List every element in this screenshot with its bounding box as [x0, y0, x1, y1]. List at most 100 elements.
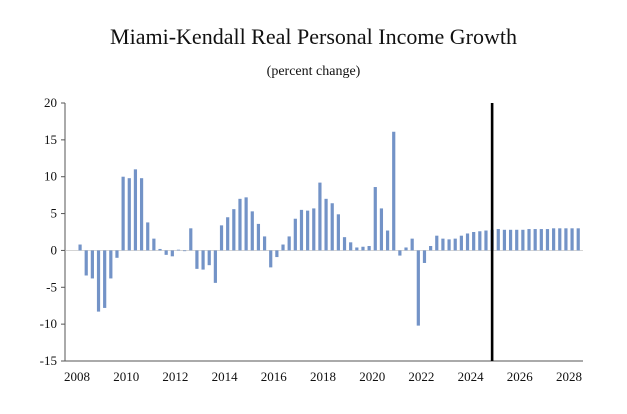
bar — [539, 229, 543, 251]
bar — [570, 228, 574, 251]
bar — [299, 209, 304, 251]
x-tick-label: 2012 — [162, 369, 188, 384]
bar — [146, 222, 150, 251]
bar — [139, 178, 144, 251]
y-tick-label: -5 — [46, 279, 57, 294]
bar — [342, 237, 347, 251]
x-tick-label: 2014 — [212, 369, 239, 384]
bar — [312, 208, 316, 251]
bar — [256, 223, 261, 251]
bar — [90, 250, 94, 279]
y-tick-label: 5 — [51, 206, 58, 221]
bar — [552, 228, 556, 251]
bar — [78, 244, 82, 251]
bar — [318, 182, 322, 251]
bar — [373, 187, 377, 251]
bar — [84, 250, 88, 276]
bar — [441, 238, 445, 251]
x-tick-label: 2008 — [64, 369, 90, 384]
bar — [306, 210, 310, 251]
chart-subtitle: (percent change) — [266, 64, 361, 79]
bar — [533, 229, 537, 251]
bar — [429, 246, 433, 251]
bar — [201, 250, 205, 270]
bar — [232, 209, 236, 251]
bar — [447, 239, 451, 251]
bar — [170, 250, 174, 257]
y-tick-label: 20 — [44, 95, 57, 110]
bar — [109, 250, 113, 279]
bar — [410, 238, 414, 251]
bar — [398, 250, 402, 256]
bar — [213, 250, 217, 283]
x-tick-label: 2010 — [113, 369, 139, 384]
bar — [385, 230, 390, 251]
bar — [564, 228, 568, 251]
bar — [521, 229, 525, 251]
bar — [176, 249, 181, 251]
x-tick-label: 2022 — [408, 369, 434, 384]
bar — [416, 250, 420, 326]
bar — [367, 246, 371, 251]
bar — [226, 217, 230, 251]
bar — [195, 250, 199, 269]
bar — [502, 229, 507, 251]
bar — [238, 198, 242, 251]
bar — [422, 250, 427, 263]
bar — [262, 236, 267, 251]
bar — [404, 247, 408, 251]
bar — [527, 229, 531, 251]
y-tick-label: 0 — [51, 242, 58, 257]
bar — [96, 250, 101, 312]
bar — [281, 244, 285, 251]
bar — [158, 248, 162, 251]
bar — [453, 238, 457, 251]
bar — [336, 214, 340, 251]
x-tick-label: 2026 — [507, 369, 534, 384]
bar — [250, 211, 254, 251]
x-tick-label: 2024 — [458, 369, 485, 384]
bar — [103, 250, 107, 308]
bar — [496, 229, 500, 251]
bar — [435, 235, 439, 251]
y-tick-label: 10 — [44, 169, 57, 184]
bar — [330, 203, 334, 251]
bar — [324, 198, 328, 251]
y-tick-label: 15 — [44, 132, 57, 147]
bar — [576, 228, 580, 251]
y-tick-label: -10 — [40, 316, 57, 331]
y-tick-label: -15 — [40, 353, 57, 368]
bar — [152, 238, 156, 251]
bar — [465, 233, 470, 251]
bar — [545, 229, 550, 251]
x-tick-label: 2028 — [556, 369, 582, 384]
bar — [219, 225, 224, 251]
bar — [133, 169, 138, 251]
bar — [472, 232, 476, 251]
bar — [164, 250, 168, 255]
bar — [115, 250, 119, 258]
bar — [189, 228, 193, 251]
bar — [508, 229, 513, 251]
bar — [459, 235, 463, 251]
bar — [515, 229, 519, 251]
bar — [484, 230, 488, 251]
bar — [361, 246, 365, 251]
bar — [355, 247, 359, 251]
bar — [127, 178, 131, 251]
bar — [287, 236, 291, 251]
bar — [121, 176, 125, 251]
x-tick-label: 2016 — [261, 369, 288, 384]
bar — [558, 228, 562, 251]
x-tick-label: 2020 — [359, 369, 385, 384]
bar — [244, 197, 248, 251]
bar — [269, 250, 273, 268]
bar — [478, 231, 482, 251]
bar — [379, 208, 384, 251]
bar — [275, 250, 279, 258]
bar — [183, 250, 187, 252]
chart-title: Miami-Kendall Real Personal Income Growt… — [110, 24, 517, 49]
bar — [293, 218, 297, 251]
